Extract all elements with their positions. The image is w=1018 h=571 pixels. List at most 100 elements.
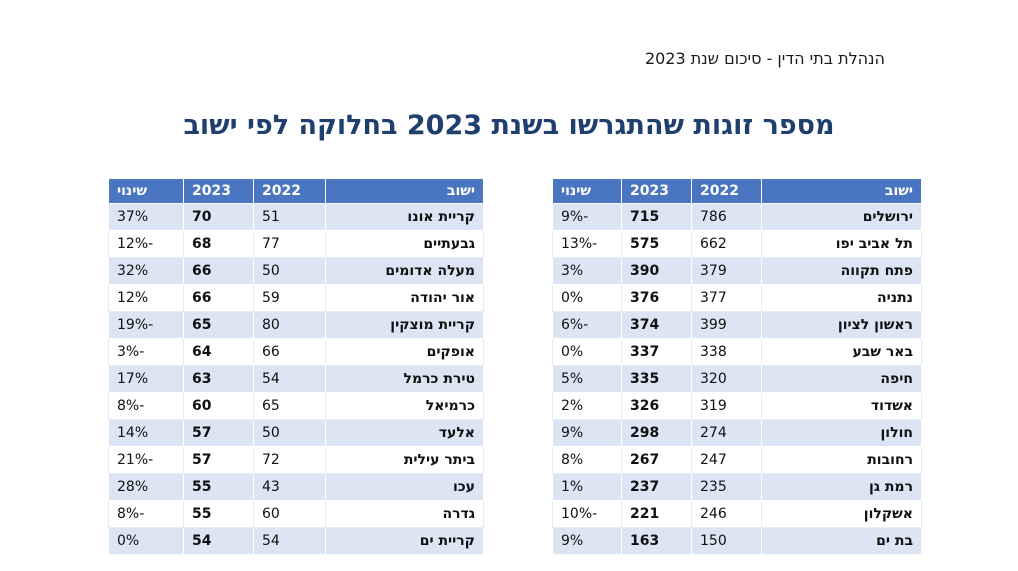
cell-2022: 43: [253, 473, 326, 501]
table-row: כרמיאל 65 60 -8%: [108, 392, 484, 420]
cell-change: 5%: [552, 365, 622, 393]
table-row: קריית ים 54 54 0%: [108, 527, 484, 555]
cell-town: אלעד: [325, 419, 484, 447]
table-row: בת ים 150 163 9%: [552, 527, 922, 555]
cell-town: קריית אונו: [325, 203, 484, 231]
cell-2022: 50: [253, 257, 326, 285]
cell-change: 0%: [108, 527, 184, 555]
cell-2022: 338: [691, 338, 762, 366]
column-header-town: ישוב: [325, 178, 484, 204]
cell-change: -9%: [552, 203, 622, 231]
cell-2023: 374: [621, 311, 692, 339]
cell-2023: 267: [621, 446, 692, 474]
cell-2023: 163: [621, 527, 692, 555]
cell-town: פתח תקווה: [761, 257, 922, 285]
table-header-row: ישוב 2022 2023 שינוי: [552, 178, 922, 204]
cell-2023: 68: [183, 230, 254, 258]
cell-2023: 64: [183, 338, 254, 366]
cell-town: תל אביב יפו: [761, 230, 922, 258]
cell-change: -13%: [552, 230, 622, 258]
cell-2022: 65: [253, 392, 326, 420]
cell-town: נתניה: [761, 284, 922, 312]
cell-town: עכו: [325, 473, 484, 501]
cell-2022: 50: [253, 419, 326, 447]
cell-town: קריית מוצקין: [325, 311, 484, 339]
cell-town: גבעתיים: [325, 230, 484, 258]
cell-town: חיפה: [761, 365, 922, 393]
cell-town: קריית ים: [325, 527, 484, 555]
cell-change: 9%: [552, 419, 622, 447]
cell-2022: 379: [691, 257, 762, 285]
cell-2023: 715: [621, 203, 692, 231]
cell-change: 14%: [108, 419, 184, 447]
cell-2022: 60: [253, 500, 326, 528]
table-row: תל אביב יפו 662 575 -13%: [552, 230, 922, 258]
table-row: אשדוד 319 326 2%: [552, 392, 922, 420]
table-row: אשקלון 246 221 -10%: [552, 500, 922, 528]
column-header-change: שינוי: [552, 178, 622, 204]
divorces-table-left: ישוב 2022 2023 שינוי קריית אונו 51 70 37% גב…: [108, 178, 484, 555]
cell-town: מעלה אדומים: [325, 257, 484, 285]
table-row: חיפה 320 335 5%: [552, 365, 922, 393]
table-row: באר שבע 338 337 0%: [552, 338, 922, 366]
cell-2022: 51: [253, 203, 326, 231]
cell-change: 17%: [108, 365, 184, 393]
table-row: אור יהודה 59 66 12%: [108, 284, 484, 312]
cell-town: ירושלים: [761, 203, 922, 231]
cell-change: -10%: [552, 500, 622, 528]
cell-change: 9%: [552, 527, 622, 555]
cell-2023: 337: [621, 338, 692, 366]
cell-change: -8%: [108, 392, 184, 420]
cell-2023: 57: [183, 446, 254, 474]
table-row: ביתר עילית 72 57 -21%: [108, 446, 484, 474]
table-row: אלעד 50 57 14%: [108, 419, 484, 447]
cell-2022: 72: [253, 446, 326, 474]
cell-change: 2%: [552, 392, 622, 420]
divorces-table-right: ישוב 2022 2023 שינוי ירושלים 786 715 -9% תל …: [552, 178, 922, 555]
cell-change: -19%: [108, 311, 184, 339]
cell-town: רחובות: [761, 446, 922, 474]
cell-change: 28%: [108, 473, 184, 501]
page-title: מספר זוגות שהתגרשו בשנת 2023 בחלוקה לפי …: [183, 110, 835, 141]
cell-2022: 77: [253, 230, 326, 258]
cell-town: כרמיאל: [325, 392, 484, 420]
table-row: מעלה אדומים 50 66 32%: [108, 257, 484, 285]
cell-change: 1%: [552, 473, 622, 501]
cell-town: אור יהודה: [325, 284, 484, 312]
cell-change: -8%: [108, 500, 184, 528]
cell-2023: 66: [183, 257, 254, 285]
cell-change: 12%: [108, 284, 184, 312]
table-row: קריית אונו 51 70 37%: [108, 203, 484, 231]
cell-change: 32%: [108, 257, 184, 285]
cell-town: גדרה: [325, 500, 484, 528]
cell-2022: 80: [253, 311, 326, 339]
document-header: הנהלת בתי הדין - סיכום שנת 2023: [644, 49, 885, 68]
table-row: גדרה 60 55 -8%: [108, 500, 484, 528]
cell-2023: 60: [183, 392, 254, 420]
cell-change: 8%: [552, 446, 622, 474]
cell-2022: 54: [253, 527, 326, 555]
column-header-2023: 2023: [621, 178, 692, 204]
table-row: רחובות 247 267 8%: [552, 446, 922, 474]
table-row: רמת גן 235 237 1%: [552, 473, 922, 501]
column-header-town: ישוב: [761, 178, 922, 204]
table-row: פתח תקווה 379 390 3%: [552, 257, 922, 285]
cell-2023: 55: [183, 473, 254, 501]
cell-change: -21%: [108, 446, 184, 474]
cell-2022: 66: [253, 338, 326, 366]
cell-town: בת ים: [761, 527, 922, 555]
cell-2023: 66: [183, 284, 254, 312]
cell-2022: 399: [691, 311, 762, 339]
cell-2023: 65: [183, 311, 254, 339]
table-row: טירת כרמל 54 63 17%: [108, 365, 484, 393]
cell-change: 37%: [108, 203, 184, 231]
cell-town: באר שבע: [761, 338, 922, 366]
cell-2022: 377: [691, 284, 762, 312]
cell-2023: 298: [621, 419, 692, 447]
table-row: אופקים 66 64 -3%: [108, 338, 484, 366]
cell-change: -12%: [108, 230, 184, 258]
cell-change: -6%: [552, 311, 622, 339]
table-row: גבעתיים 77 68 -12%: [108, 230, 484, 258]
cell-town: רמת גן: [761, 473, 922, 501]
table-row: חולון 274 298 9%: [552, 419, 922, 447]
